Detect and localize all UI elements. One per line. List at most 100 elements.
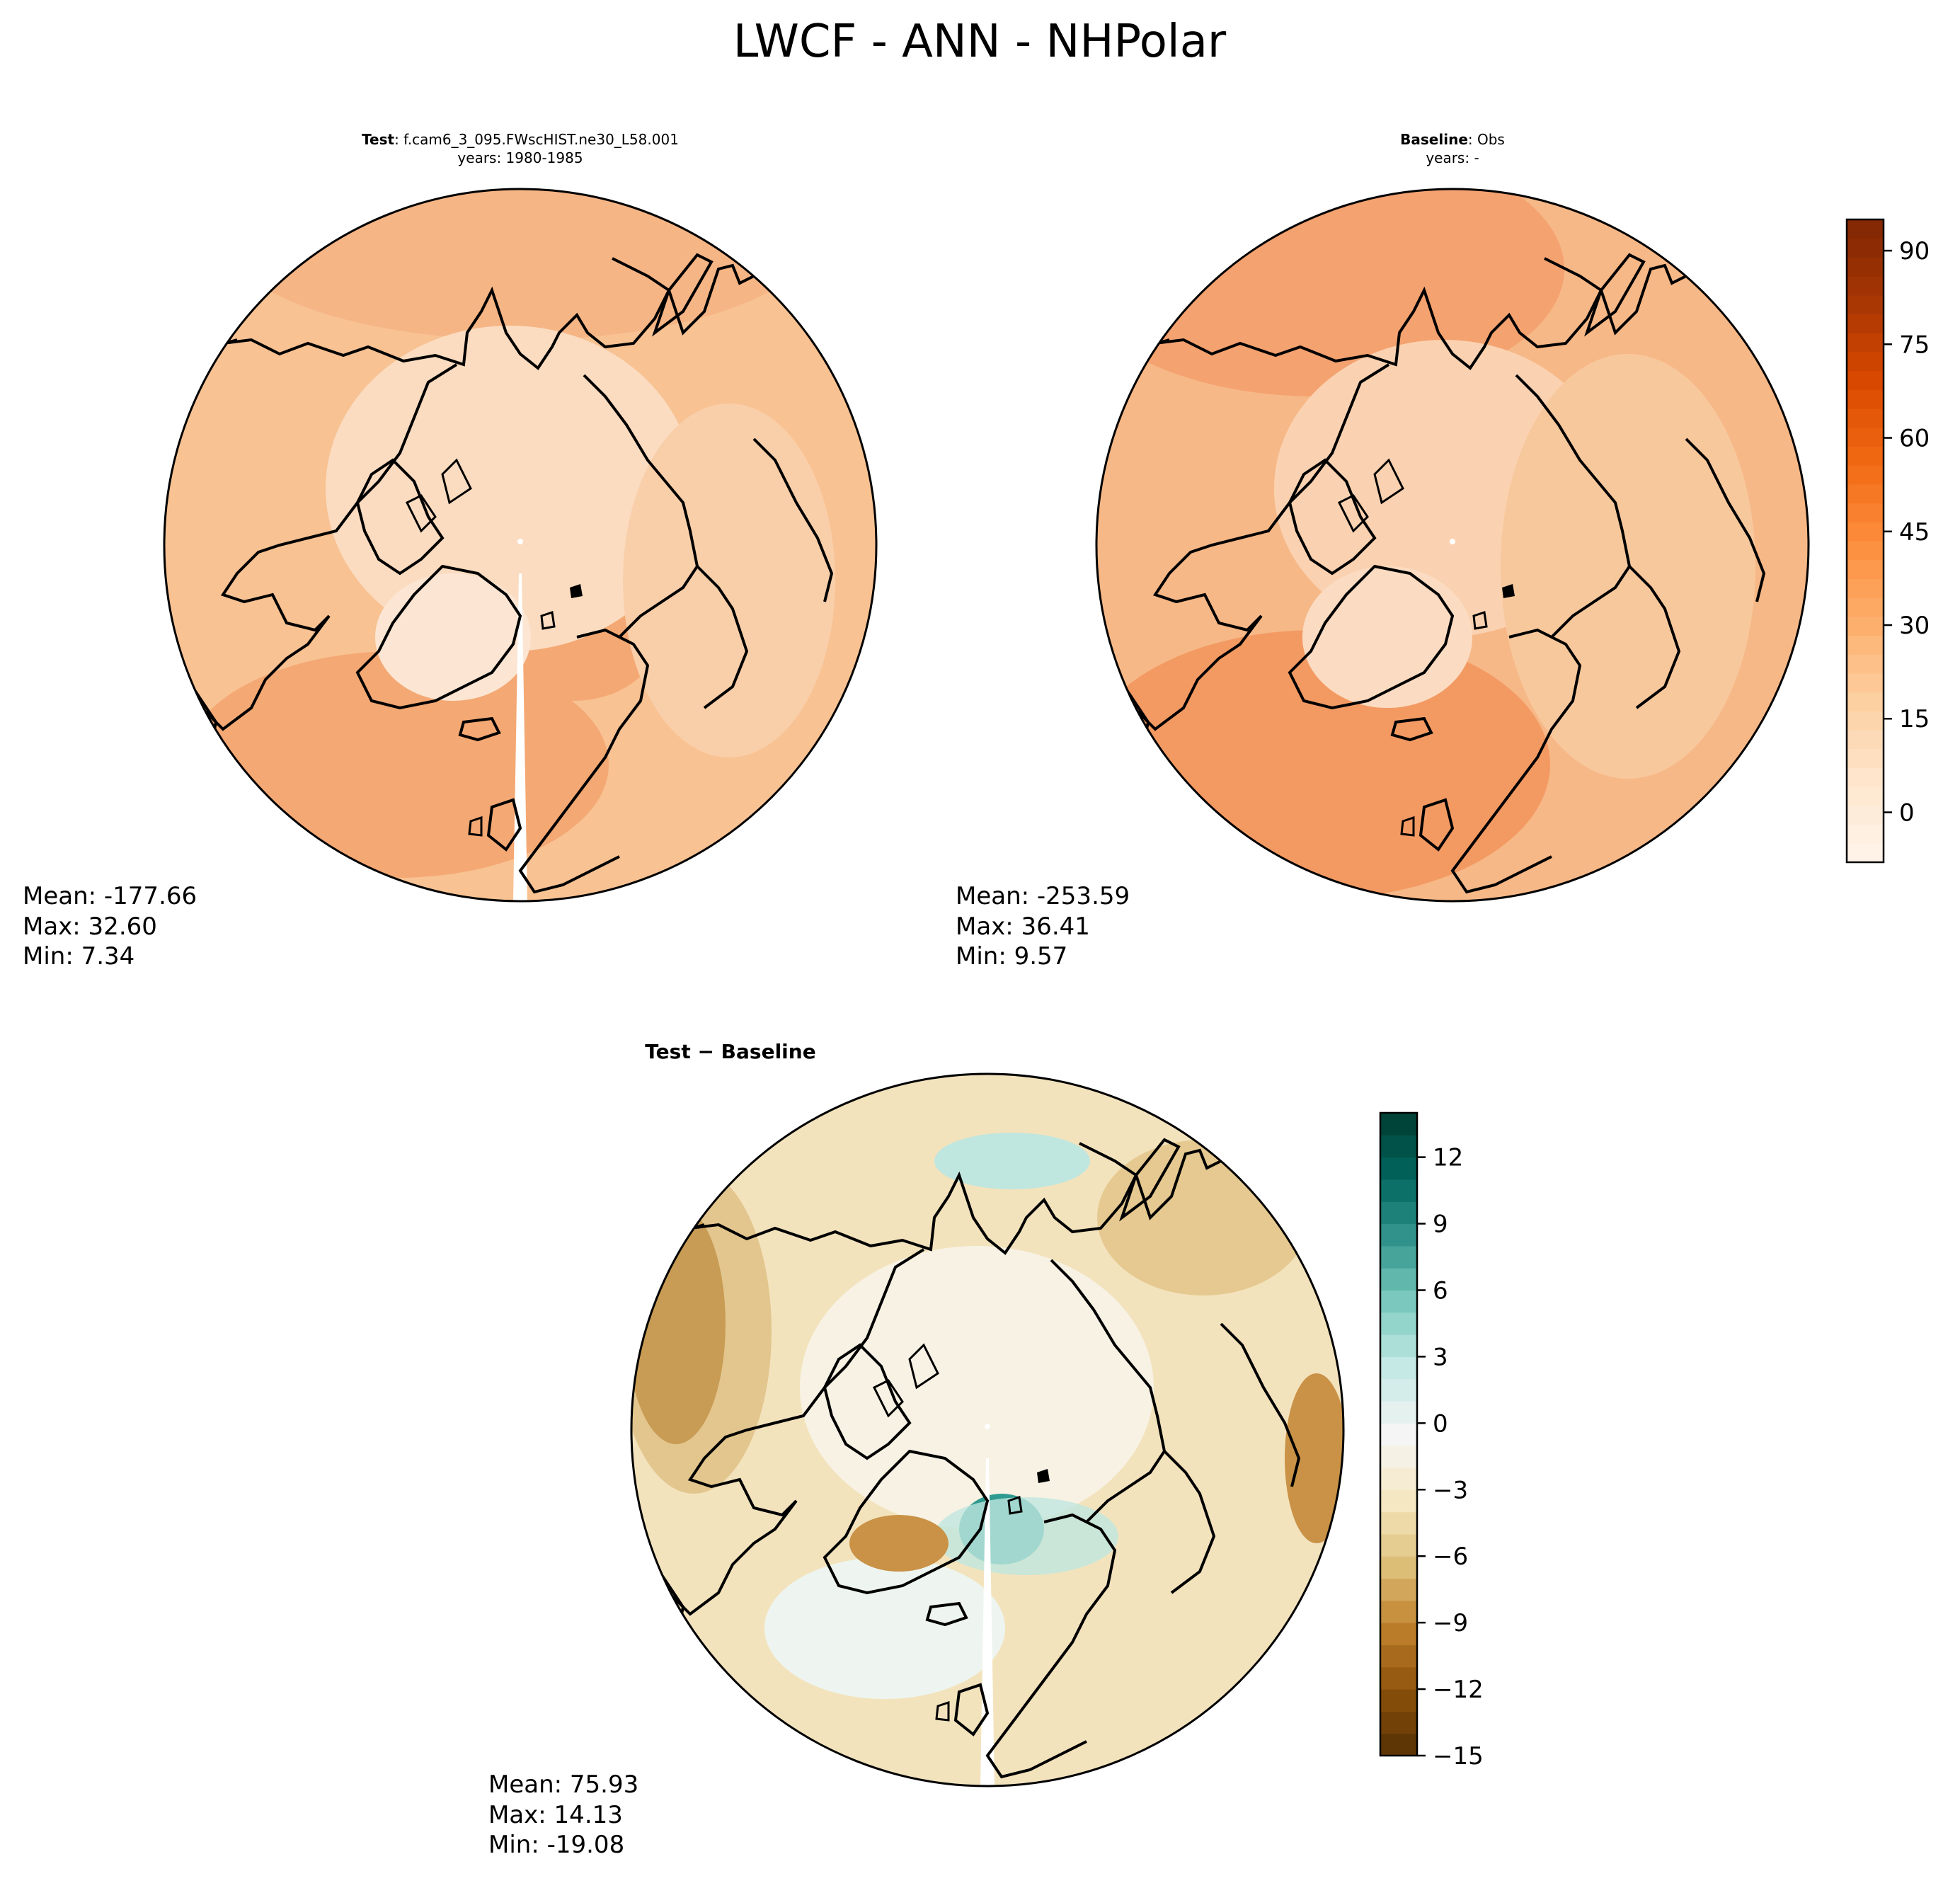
difference-map-panel: Test − Baseline Mean: 75.93 Max: 14.13 M… (488, 1040, 1345, 1859)
absolute-colorbar-band (1847, 767, 1884, 787)
difference-colorbar-tick-label: −12 (1433, 1676, 1484, 1704)
test-min-stat: Min: 7.34 (23, 942, 134, 971)
difference-colorbar-band (1380, 1268, 1417, 1291)
difference-colorbar-band (1380, 1689, 1417, 1712)
absolute-colorbar-band (1847, 635, 1884, 655)
baseline-panel-label: Baseline: Obs (1400, 131, 1505, 148)
test-field-greenland (375, 573, 531, 701)
absolute-colorbar-tick-label: 0 (1899, 799, 1915, 827)
absolute-colorbar-band (1847, 673, 1884, 693)
absolute-colorbar-band (1847, 408, 1884, 428)
baseline-mean-stat: Mean: -253.59 (956, 882, 1130, 910)
absolute-colorbar-band (1847, 824, 1884, 844)
difference-colorbar-band (1380, 1445, 1417, 1468)
test-panel-label: Test: f.cam6_3_095.FWscHIST.ne30_L58.001 (362, 131, 679, 148)
difference-colorbar-band (1380, 1600, 1417, 1623)
absolute-colorbar-band (1847, 484, 1884, 504)
difference-panel-label: Test − Baseline (645, 1040, 815, 1063)
difference-mean-stat: Mean: 75.93 (488, 1770, 638, 1799)
difference-colorbar-band (1380, 1223, 1417, 1247)
absolute-colorbar-band (1847, 238, 1884, 258)
difference-colorbar-band (1380, 1423, 1417, 1446)
baseline-max-stat: Max: 36.41 (956, 912, 1090, 941)
difference-field-teal-pacific (934, 1133, 1090, 1189)
absolute-colorbar-band (1847, 389, 1884, 409)
difference-colorbar-band (1380, 1356, 1417, 1380)
absolute-colorbar-band (1847, 294, 1884, 315)
difference-colorbar-band (1380, 1378, 1417, 1402)
absolute-colorbar-band (1847, 465, 1884, 485)
difference-colorbar-tick-label: −9 (1433, 1609, 1468, 1637)
difference-colorbar-band (1380, 1179, 1417, 1202)
difference-colorbar-tick-label: 6 (1433, 1276, 1448, 1305)
difference-colorbar-band (1380, 1157, 1417, 1180)
difference-colorbar: 12 9 6 3 0 −3 −6 −9 −12 −15 (1379, 1111, 1484, 1770)
baseline-map-panel: Baseline: Obs years: - Mean: -253.59 Max… (956, 131, 1810, 971)
absolute-colorbar-tick-label: 75 (1899, 331, 1930, 359)
difference-field-light-atlantic (764, 1557, 1005, 1699)
test-mean-stat: Mean: -177.66 (23, 882, 197, 910)
difference-colorbar-band (1380, 1556, 1417, 1579)
difference-colorbar-band (1380, 1201, 1417, 1225)
test-max-stat: Max: 32.60 (23, 912, 157, 941)
difference-colorbar-band (1380, 1467, 1417, 1490)
difference-colorbar-tick-label: −3 (1433, 1476, 1468, 1504)
difference-min-stat: Min: -19.08 (488, 1831, 624, 1859)
absolute-colorbar-band (1847, 654, 1884, 674)
difference-colorbar-band (1380, 1733, 1417, 1756)
difference-colorbar-band (1380, 1401, 1417, 1424)
difference-field-light-arctic (800, 1246, 1154, 1529)
absolute-colorbar-band (1847, 257, 1884, 277)
absolute-colorbar-band (1847, 314, 1884, 333)
test-field-east-europe (623, 404, 835, 757)
difference-colorbar-band (1380, 1135, 1417, 1158)
difference-colorbar-band (1380, 1533, 1417, 1557)
difference-field-brown-greenland (849, 1515, 949, 1572)
absolute-colorbar-band (1847, 541, 1884, 561)
baseline-field-greenland (1302, 566, 1472, 708)
difference-colorbar-band (1380, 1312, 1417, 1335)
difference-colorbar-tick-label: 0 (1433, 1409, 1448, 1438)
difference-colorbar-tick-label: −6 (1433, 1543, 1468, 1571)
absolute-colorbar: 90 75 60 45 30 15 0 (1845, 218, 1930, 864)
absolute-colorbar-band (1847, 370, 1884, 390)
absolute-colorbar-band (1847, 843, 1884, 863)
absolute-colorbar-band (1847, 446, 1884, 466)
difference-colorbar-band (1380, 1578, 1417, 1601)
difference-colorbar-band (1380, 1711, 1417, 1734)
difference-field-brown-east (1285, 1373, 1343, 1543)
difference-colorbar-band (1380, 1113, 1417, 1135)
difference-colorbar-tick-label: 12 (1433, 1144, 1463, 1172)
absolute-colorbar-band (1847, 578, 1884, 598)
absolute-colorbar-tick-label: 45 (1899, 518, 1930, 547)
absolute-colorbar-tick-label: 90 (1899, 237, 1930, 265)
difference-colorbar-band (1380, 1334, 1417, 1358)
baseline-min-stat: Min: 9.57 (956, 942, 1067, 971)
absolute-colorbar-band (1847, 522, 1884, 542)
test-panel-years: years: 1980-1985 (457, 149, 583, 166)
absolute-colorbar-band (1847, 786, 1884, 806)
absolute-colorbar-tick-label: 60 (1899, 425, 1930, 453)
absolute-colorbar-band (1847, 730, 1884, 750)
absolute-colorbar-band (1847, 692, 1884, 711)
absolute-colorbar-tick-label: 30 (1899, 612, 1930, 640)
absolute-colorbar-band (1847, 427, 1884, 447)
difference-field-teal-halo (934, 1497, 1118, 1575)
difference-max-stat: Max: 14.13 (488, 1801, 623, 1829)
absolute-colorbar-band (1847, 616, 1884, 636)
difference-colorbar-tick-label: 3 (1433, 1343, 1448, 1371)
difference-colorbar-band (1380, 1644, 1417, 1668)
difference-colorbar-band (1380, 1245, 1417, 1269)
absolute-colorbar-band (1847, 805, 1884, 825)
difference-colorbar-band (1380, 1666, 1417, 1690)
absolute-colorbar-band (1847, 219, 1884, 239)
figure-title: LWCF - ANN - NHPolar (733, 16, 1227, 68)
test-map-boundary (163, 188, 878, 903)
difference-field-brown-siberia (1097, 1140, 1309, 1295)
difference-field-brown-west-halo (631, 1168, 772, 1494)
absolute-colorbar-band (1847, 503, 1884, 522)
difference-colorbar-band (1380, 1290, 1417, 1313)
difference-colorbar-tick-label: 9 (1433, 1211, 1448, 1239)
absolute-colorbar-band (1847, 276, 1884, 296)
absolute-colorbar-band (1847, 559, 1884, 580)
